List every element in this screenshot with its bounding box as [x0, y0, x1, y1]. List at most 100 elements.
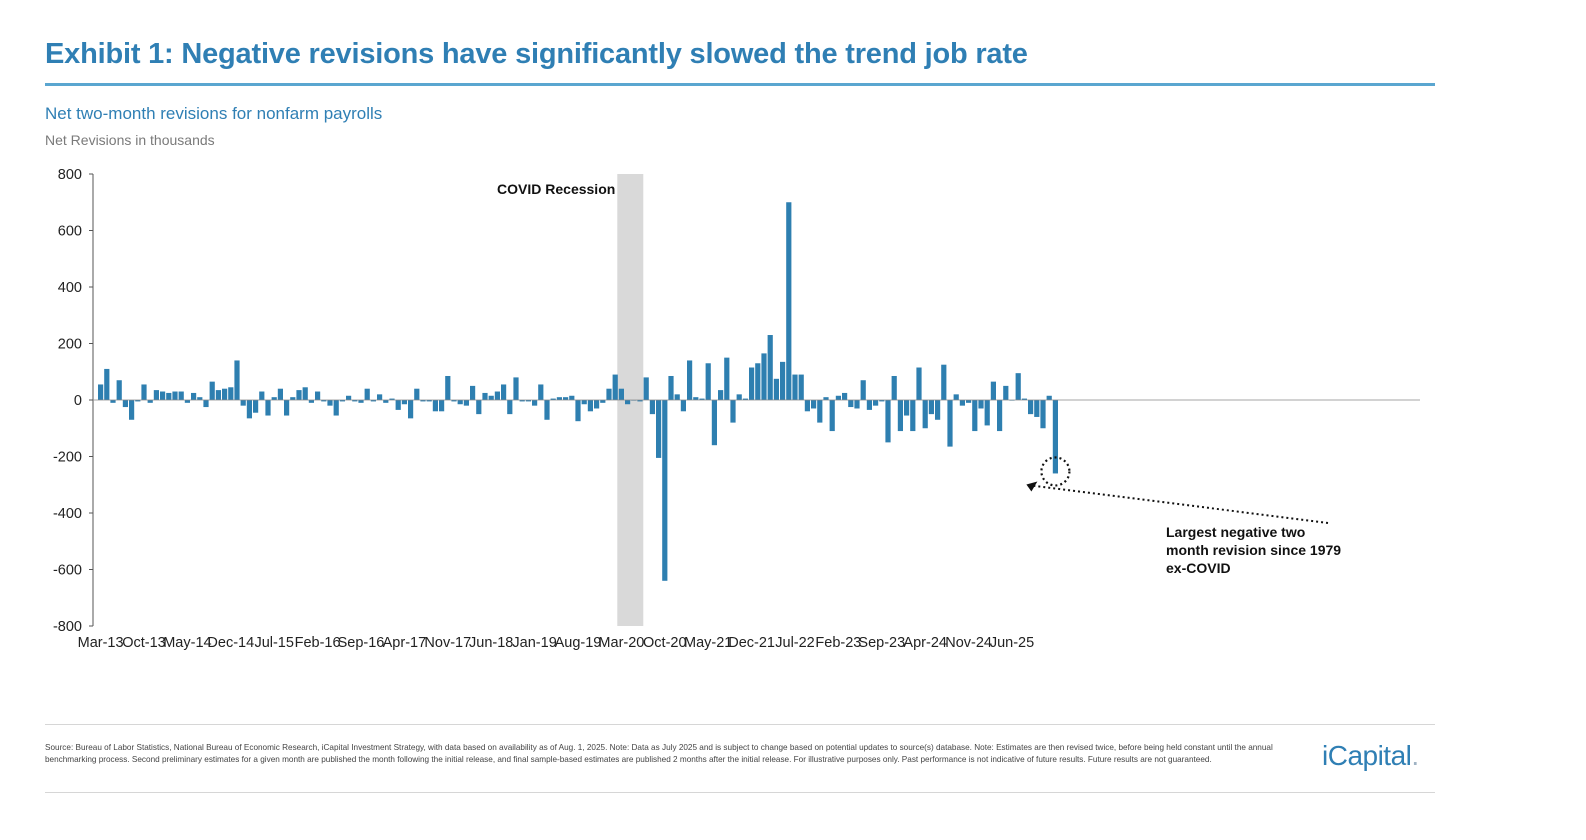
- bar: [873, 400, 879, 406]
- annotation-text: ex-COVID: [1166, 560, 1231, 576]
- bar: [253, 400, 259, 413]
- bar: [699, 398, 705, 400]
- bar: [1021, 398, 1027, 400]
- bar: [687, 360, 693, 400]
- bar: [1003, 385, 1009, 401]
- bar: [842, 392, 848, 400]
- bar: [383, 400, 389, 403]
- x-tick-label: Dec-21: [728, 635, 775, 651]
- bar: [550, 398, 556, 400]
- x-tick-label: Feb-23: [815, 635, 861, 651]
- bar: [451, 400, 457, 402]
- bar: [259, 391, 265, 400]
- bar: [1046, 395, 1052, 400]
- bar: [166, 392, 172, 400]
- bar: [470, 385, 476, 401]
- covid-recession-label: COVID Recession: [497, 181, 615, 197]
- bar: [432, 400, 438, 412]
- bar: [953, 394, 959, 400]
- bar: [897, 400, 903, 432]
- logo-dot: .: [1411, 740, 1419, 771]
- bar: [556, 397, 562, 400]
- x-tick-label: Nov-24: [945, 635, 992, 651]
- bar: [600, 400, 606, 403]
- bar: [612, 374, 618, 400]
- bar: [680, 400, 686, 412]
- bar: [978, 400, 984, 409]
- annotation-text: month revision since 1979: [1166, 542, 1341, 558]
- bar: [321, 400, 327, 402]
- bar: [910, 400, 916, 432]
- bar: [364, 388, 370, 400]
- bar: [265, 400, 271, 416]
- bar: [606, 388, 612, 400]
- bar: [848, 400, 854, 408]
- bar: [780, 361, 786, 400]
- footer-divider-bottom: [45, 792, 1435, 793]
- x-tick-label: Nov-17: [424, 635, 471, 651]
- x-tick-label: Jun-18: [469, 635, 513, 651]
- annotation-arrow-head: [1026, 481, 1038, 492]
- bar: [178, 391, 184, 400]
- bar: [346, 395, 352, 400]
- bar: [358, 400, 364, 403]
- bar: [1028, 400, 1034, 415]
- bar: [569, 395, 575, 400]
- bar: [519, 400, 525, 402]
- x-tick-label: Oct-13: [122, 635, 166, 651]
- bar: [370, 400, 376, 402]
- bar: [457, 400, 463, 405]
- bar: [339, 400, 345, 402]
- bar-chart: COVID Recession 800 600 400 200 0 -200 -400 -60…: [53, 167, 1420, 651]
- bar: [290, 397, 296, 400]
- bar: [575, 400, 581, 422]
- bar: [935, 400, 941, 420]
- bar: [308, 400, 314, 403]
- bar: [408, 400, 414, 419]
- bar: [718, 390, 724, 400]
- bar: [222, 388, 228, 400]
- x-tick-label: Oct-20: [643, 635, 687, 651]
- y-tick-label: -200: [53, 450, 82, 466]
- bar: [191, 392, 197, 400]
- x-tick-label: Mar-20: [598, 635, 644, 651]
- bar: [928, 400, 934, 415]
- bar: [835, 395, 841, 400]
- bar: [724, 357, 730, 401]
- icapital-logo: iCapital.: [1322, 740, 1419, 772]
- annotation-text: Largest negative two: [1166, 524, 1305, 540]
- bar: [972, 400, 978, 432]
- logo-wordmark: iCapital: [1322, 740, 1412, 771]
- bar: [544, 400, 550, 420]
- bar: [420, 400, 426, 402]
- bar: [476, 400, 482, 415]
- bar: [625, 400, 631, 405]
- bar: [494, 391, 500, 400]
- bar: [581, 400, 587, 405]
- bar: [507, 400, 513, 415]
- x-tick-label: Aug-19: [555, 635, 602, 651]
- chart-title: Exhibit 1: Negative revisions have signi…: [45, 38, 1028, 70]
- bar: [538, 384, 544, 400]
- bar: [829, 400, 835, 432]
- bar: [891, 375, 897, 400]
- bar: [333, 400, 339, 416]
- bar: [705, 363, 711, 400]
- bar: [129, 400, 135, 420]
- bar: [228, 387, 234, 400]
- y-tick-label: -800: [53, 619, 82, 635]
- y-tick-label: 400: [58, 280, 82, 296]
- bar: [860, 380, 866, 400]
- bar: [1034, 400, 1040, 417]
- bar: [203, 400, 209, 408]
- bar: [997, 400, 1003, 432]
- bar: [767, 335, 773, 400]
- bar: [742, 398, 748, 400]
- bar: [153, 390, 159, 400]
- bar: [277, 388, 283, 400]
- bar: [284, 400, 290, 416]
- bar: [587, 400, 593, 412]
- bar: [941, 364, 947, 400]
- bar: [395, 400, 401, 410]
- bar: [643, 377, 649, 400]
